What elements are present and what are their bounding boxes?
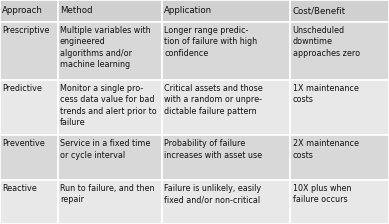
Text: Probability of failure
increases with asset use: Probability of failure increases with as… — [164, 139, 262, 160]
Bar — [58, 180, 162, 224]
Bar — [58, 22, 162, 80]
Bar — [162, 0, 290, 22]
Bar — [58, 135, 162, 180]
Bar — [162, 22, 290, 80]
Bar — [162, 80, 290, 135]
Bar — [290, 180, 389, 224]
Text: Cost/Benefit: Cost/Benefit — [293, 6, 346, 15]
Text: 1X maintenance
costs: 1X maintenance costs — [293, 84, 358, 104]
Text: Longer range predic-
tion of failure with high
confidence: Longer range predic- tion of failure wit… — [164, 26, 257, 58]
Bar — [0, 135, 58, 180]
Bar — [58, 0, 162, 22]
Text: Preventive: Preventive — [2, 139, 45, 148]
Bar — [0, 0, 58, 22]
Bar — [290, 80, 389, 135]
Bar — [290, 22, 389, 80]
Text: Prescriptive: Prescriptive — [2, 26, 50, 35]
Text: Critical assets and those
with a random or unpre-
dictable failure pattern: Critical assets and those with a random … — [164, 84, 263, 116]
Text: 2X maintenance
costs: 2X maintenance costs — [293, 139, 359, 160]
Text: Service in a fixed time
or cycle interval: Service in a fixed time or cycle interva… — [60, 139, 150, 160]
Text: Multiple variables with
engineered
algorithms and/or
machine learning: Multiple variables with engineered algor… — [60, 26, 151, 69]
Bar — [58, 80, 162, 135]
Text: Approach: Approach — [2, 6, 43, 15]
Text: Unscheduled
downtime
approaches zero: Unscheduled downtime approaches zero — [293, 26, 360, 58]
Text: Reactive: Reactive — [2, 184, 37, 193]
Bar — [0, 22, 58, 80]
Text: Method: Method — [60, 6, 93, 15]
Text: Predictive: Predictive — [2, 84, 42, 93]
Text: Application: Application — [164, 6, 212, 15]
Text: Failure is unlikely, easily
fixed and/or non-critical: Failure is unlikely, easily fixed and/or… — [164, 184, 261, 204]
Bar — [290, 135, 389, 180]
Bar — [0, 80, 58, 135]
Text: 10X plus when
failure occurs: 10X plus when failure occurs — [293, 184, 351, 204]
Text: Run to failure, and then
repair: Run to failure, and then repair — [60, 184, 154, 204]
Bar — [162, 135, 290, 180]
Bar — [0, 180, 58, 224]
Bar — [290, 0, 389, 22]
Text: Monitor a single pro-
cess data value for bad
trends and alert prior to
failure: Monitor a single pro- cess data value fo… — [60, 84, 157, 127]
Bar — [162, 180, 290, 224]
